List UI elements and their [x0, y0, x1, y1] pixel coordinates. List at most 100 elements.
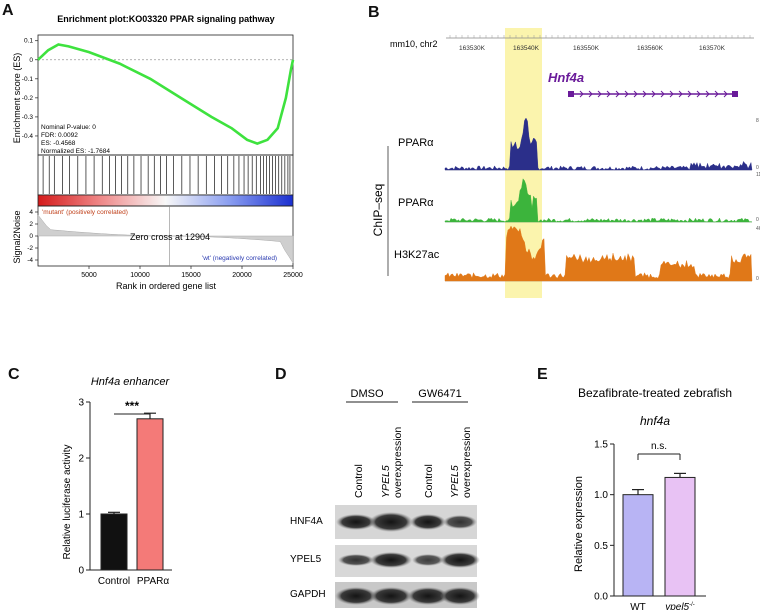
gene-chevron	[660, 90, 665, 98]
rank-tick-label: 25000	[283, 272, 303, 279]
s2n-tick-label: 0	[29, 233, 33, 240]
track-signal	[444, 117, 753, 171]
coord-label: 163560K	[637, 45, 664, 52]
s2n-profile	[37, 214, 294, 264]
y-tick-label: 1.5	[594, 440, 608, 451]
coord-label: 163530K	[459, 45, 486, 52]
y-tick-label: 3	[78, 398, 84, 409]
genome-build: mm10, chr2	[390, 39, 438, 49]
panel-d-western-blot: DMSO GW6471 Control YPEL5overexpression Co…	[290, 388, 480, 608]
hit-lines	[42, 156, 291, 194]
rank-colorbar	[37, 194, 294, 207]
gsea-stats: Nominal P-value: 0 FDR: 0.0092 ES: -0.45…	[41, 124, 110, 155]
track-max: 8	[756, 118, 759, 124]
panel-b-letter: B	[368, 4, 380, 21]
gene-chevron	[669, 90, 674, 98]
coord-label: 163570K	[699, 45, 726, 52]
mutant-label: 'mutant' (positively correlated)	[42, 209, 128, 216]
panel-b-genome-browser: mm10, chr2 163530K 163540K 163550K 163560K 1…	[371, 28, 760, 298]
gene-chevron	[606, 90, 611, 98]
es-tick-label: -0.3	[22, 114, 34, 121]
lane-text: overexpression	[392, 427, 404, 498]
s2n-axis-label: Signal2Noise	[12, 210, 22, 263]
y-tick-label: 2	[78, 454, 84, 465]
wt-label: 'wt' (negatively correlated)	[202, 255, 277, 262]
stat-pvalue: Nominal P-value: 0	[41, 124, 96, 131]
gene-chevron	[705, 90, 710, 98]
bar	[136, 418, 164, 571]
s2n-tick-label: -4	[27, 257, 33, 264]
gene-chevron	[615, 90, 620, 98]
gene-chevron	[678, 90, 683, 98]
rank-tick-label: 5000	[81, 272, 97, 279]
panel-e-letter: E	[537, 366, 548, 383]
blot-label-ypel5: YPEL5	[290, 554, 322, 565]
category-gene-sup: -/-	[689, 602, 695, 608]
chart-e-ylabel: Relative expression	[573, 476, 585, 572]
gene-chevron	[642, 90, 647, 98]
gene-chevron	[624, 90, 629, 98]
track-0: PPARα 8 0	[398, 117, 759, 171]
track-min: 0	[756, 165, 759, 171]
chart-c-significance: ***	[125, 399, 139, 413]
bar	[664, 476, 696, 597]
es-tick-label: 0	[29, 57, 33, 64]
es-tick-label: -0.1	[22, 76, 34, 83]
y-tick-label: 0	[78, 566, 84, 577]
rank-axis-label: Rank in ordered gene list	[116, 281, 217, 291]
panel-a-letter: A	[2, 2, 14, 19]
bar	[622, 494, 654, 597]
stat-nes: Normalized ES: -1.7684	[41, 148, 110, 155]
es-curve	[37, 43, 295, 145]
lane-label: Control	[353, 464, 365, 498]
s2n-tick-label: 4	[29, 209, 33, 216]
gene-chevron	[687, 90, 692, 98]
gsea-title: Enrichment plot:KO03320 PPAR signaling p…	[57, 14, 274, 24]
category-label: WT	[630, 602, 646, 610]
chart-e-significance: n.s.	[651, 441, 667, 452]
lane-label: YPEL5overexpression	[380, 427, 404, 498]
track-2: H3K27ac 46 0	[394, 225, 760, 282]
es-tick-label: 0.1	[24, 38, 33, 45]
rank-tick-label: 10000	[130, 272, 150, 279]
track-min: 0	[756, 217, 759, 223]
gene-chevron	[588, 90, 593, 98]
lane-label: Control	[423, 464, 435, 498]
group-dmso: DMSO	[351, 388, 384, 400]
stat-es: ES: -0.4568	[41, 140, 76, 147]
panel-e-bar-chart: Bezafibrate-treated zebrafish hnf4a Rela…	[573, 386, 732, 610]
lane-gene: YPEL5	[449, 465, 461, 498]
panel-a-gsea-plot: Enrichment plot:KO03320 PPAR signaling p…	[12, 14, 303, 291]
gene-chevron	[714, 90, 719, 98]
track-1: PPARα 11 0	[398, 172, 760, 223]
blot-gapdh	[335, 582, 480, 608]
panel-c-letter: C	[8, 366, 20, 383]
y-tick-label: 0.5	[594, 541, 608, 552]
track-min: 0	[756, 276, 759, 282]
category-label: Control	[98, 576, 130, 587]
track-max: 46	[756, 226, 760, 232]
blot-label-hnf4a: HNF4A	[290, 516, 323, 527]
gene-chevron	[579, 90, 584, 98]
panel-c-bar-chart: Hnf4a enhancer Relative luciferase activ…	[62, 376, 172, 587]
category-label: PPARα	[137, 576, 169, 587]
gene-chevron	[633, 90, 638, 98]
chart-c-ylabel: Relative luciferase activity	[62, 444, 73, 559]
blot-label-gapdh: GAPDH	[290, 589, 326, 600]
chart-e-title: Bezafibrate-treated zebrafish	[578, 386, 732, 400]
chipseq-label: ChIP–seq	[371, 184, 385, 237]
bar	[100, 513, 128, 571]
panel-d-letter: D	[275, 366, 287, 383]
chart-c-title: Hnf4a enhancer	[91, 376, 171, 388]
gene-chevron	[651, 90, 656, 98]
es-tick-label: -0.2	[22, 95, 34, 102]
coord-label: 163550K	[573, 45, 600, 52]
hits-frame	[37, 154, 294, 196]
gene-model	[568, 90, 738, 98]
blot-hnf4a	[335, 505, 477, 539]
y-tick-label: 1.0	[594, 490, 608, 501]
rank-tick-label: 15000	[181, 272, 201, 279]
chart-e-subtitle: hnf4a	[640, 414, 670, 428]
gene-chevron	[597, 90, 602, 98]
lane-text: overexpression	[461, 427, 473, 498]
